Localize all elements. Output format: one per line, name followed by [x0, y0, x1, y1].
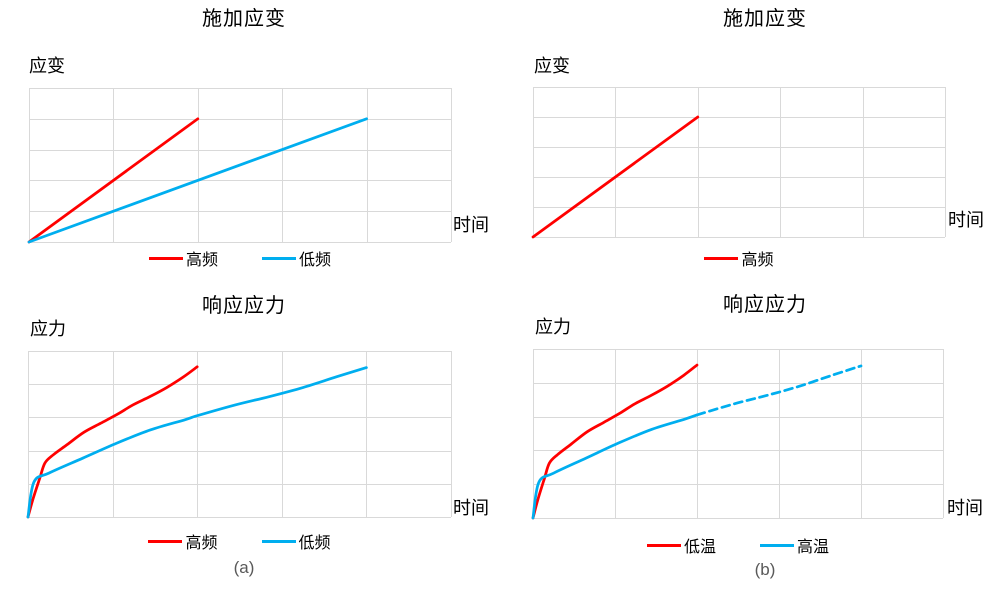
legend-marker-line	[148, 256, 183, 260]
legend-label: 高频	[741, 252, 774, 269]
legend-label: 高频	[185, 535, 218, 552]
legend: 高频	[533, 246, 945, 270]
legend-marker-line	[261, 539, 296, 543]
x-axis-label: 时间	[948, 210, 984, 230]
y-axis-label: 应力	[30, 319, 66, 339]
y-axis-label: 应变	[29, 56, 65, 76]
legend: 低温 高温	[533, 533, 943, 557]
legend-label: 低温	[683, 539, 716, 556]
chart-title: 响应应力	[202, 295, 286, 317]
y-axis-label: 应力	[535, 317, 571, 337]
legend-label: 低频	[298, 535, 331, 552]
chart-title: 施加应变	[723, 8, 807, 30]
legend-label: 高频	[185, 252, 218, 269]
legend: 高频 低频	[29, 246, 451, 270]
plot-area	[531, 349, 944, 520]
legend-label: 低频	[299, 252, 332, 269]
caption-a: (a)	[233, 558, 255, 577]
legend-item: 低温	[646, 533, 716, 557]
legend: 高频 低频	[28, 529, 451, 553]
legend-marker-line	[760, 543, 794, 547]
legend-item: 高频	[148, 529, 218, 553]
legend-marker-line	[704, 256, 739, 260]
plot-area	[531, 87, 946, 239]
legend-marker-line	[148, 539, 183, 543]
x-axis-label: 时间	[947, 498, 983, 518]
x-axis-label: 时间	[453, 498, 489, 518]
legend-item: 高频	[704, 246, 774, 270]
chart-title: 响应应力	[723, 294, 807, 316]
legend-label: 高温	[797, 539, 830, 556]
legend-item: 高频	[148, 246, 218, 270]
legend-marker-line	[262, 256, 296, 260]
legend-item: 低频	[261, 529, 331, 553]
x-axis-label: 时间	[453, 215, 489, 235]
caption-b: (b)	[754, 560, 776, 579]
legend-item: 高温	[760, 533, 829, 557]
plot-area	[27, 88, 452, 244]
legend-marker-line	[646, 543, 681, 547]
legend-item: 低频	[262, 246, 331, 270]
y-axis-label: 应变	[534, 56, 570, 76]
chart-title: 施加应变	[202, 8, 286, 30]
plot-area	[26, 351, 452, 519]
